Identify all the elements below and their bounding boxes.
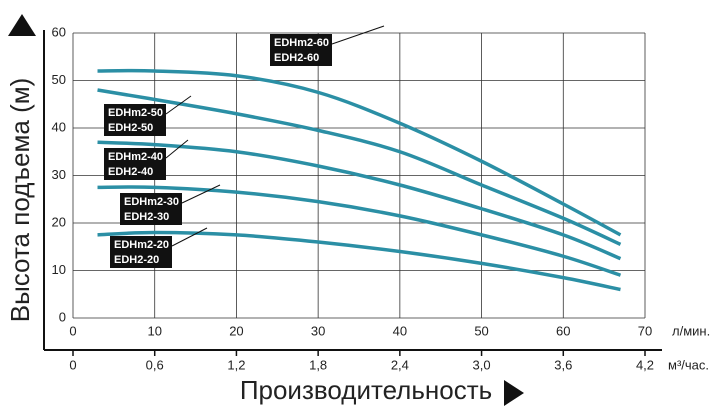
label-box <box>104 148 166 180</box>
x2-tick-label: 0 <box>69 357 76 372</box>
series-label: EDH2-50 <box>108 122 153 134</box>
series-label: EDHm2-50 <box>108 107 163 119</box>
series-label: EDH2-60 <box>274 52 319 64</box>
y-tick-label: 40 <box>52 119 66 134</box>
leader <box>171 227 208 247</box>
x-tick-label: 30 <box>311 323 325 338</box>
label-box <box>120 193 182 225</box>
label-box <box>270 34 332 66</box>
series-label: EDH2-30 <box>124 211 169 223</box>
curve <box>97 185 622 277</box>
x2-tick-label: 0,6 <box>146 357 164 372</box>
series-label: EDH2-20 <box>114 254 159 266</box>
y-arrow <box>8 14 36 36</box>
curve <box>97 140 622 261</box>
series-label: EDHm2-60 <box>274 37 329 49</box>
y-axis-title: Высота подъема (м) <box>5 78 35 323</box>
leader <box>165 95 192 115</box>
x2-unit: м³/час. <box>668 357 709 372</box>
leader <box>181 184 221 204</box>
series-label: EDHm2-20 <box>114 239 169 251</box>
y-tick-label: 20 <box>52 214 66 229</box>
x2-tick-label: 3,0 <box>473 357 491 372</box>
y-tick-label: 60 <box>52 24 66 39</box>
x-tick-label: 50 <box>474 323 488 338</box>
x-tick-label: 20 <box>229 323 243 338</box>
label-box <box>104 104 166 136</box>
curve <box>97 88 622 246</box>
leader <box>165 139 189 159</box>
y-tick-label: 50 <box>52 72 66 87</box>
series-label: EDHm2-40 <box>108 151 163 163</box>
curve <box>97 68 622 237</box>
series-label: EDH2-40 <box>108 166 153 178</box>
label-box <box>110 236 172 268</box>
x2-tick-label: 1,8 <box>309 357 327 372</box>
x-axis-title: Производительность <box>240 375 492 405</box>
curve <box>97 230 621 292</box>
x-unit: л/мин. <box>672 323 710 338</box>
x-tick-label: 10 <box>147 323 161 338</box>
y-tick-label: 0 <box>59 309 66 324</box>
x2-tick-label: 1,2 <box>227 357 245 372</box>
y-tick-label: 30 <box>52 167 66 182</box>
x2-tick-label: 4,2 <box>636 357 654 372</box>
x2-tick-label: 3,6 <box>554 357 572 372</box>
x2-tick-label: 2,4 <box>391 357 409 372</box>
x-tick-label: 70 <box>638 323 652 338</box>
leader <box>331 25 385 45</box>
x-tick-label: 40 <box>393 323 407 338</box>
y-tick-label: 10 <box>52 262 66 277</box>
x-tick-label: 60 <box>556 323 570 338</box>
x-arrow <box>504 380 524 406</box>
x-tick-label: 0 <box>69 323 76 338</box>
series-label: EDHm2-30 <box>124 196 179 208</box>
